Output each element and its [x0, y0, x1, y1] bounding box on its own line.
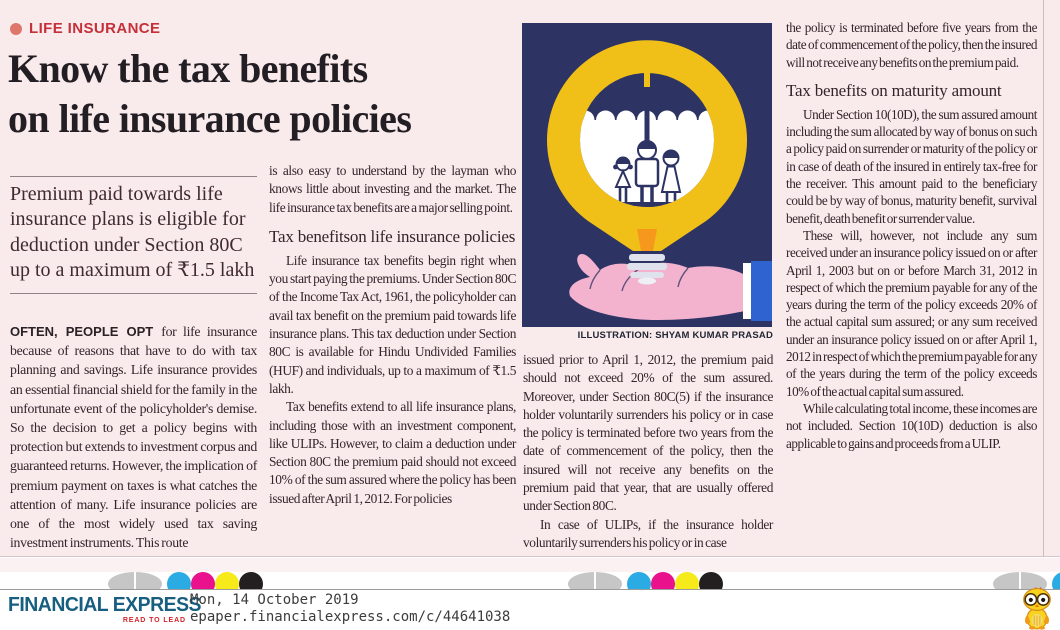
article-area: LIFE INSURANCE Know the tax benefits on … — [0, 0, 1060, 557]
kicker-bullet-dot-icon — [10, 22, 22, 35]
paragraph: Under Section 10(10D), the sum assured a… — [786, 106, 1037, 226]
bulb-filament — [637, 229, 657, 251]
paragraph: OFTEN, PEOPLE OPT for life insurance bec… — [10, 322, 257, 552]
financial-express-logo: FINANCIAL EXPRESS READ TO LEAD — [8, 594, 201, 624]
page-bottom-margin — [0, 558, 1060, 572]
lead-in-text: OFTEN, PEOPLE OPT — [10, 324, 162, 339]
umbrella-canopy-scene — [580, 87, 714, 207]
daughter-figure — [613, 156, 633, 204]
article-standfirst: Premium paid towards life insurance plan… — [10, 176, 257, 294]
body-column-1: OFTEN, PEOPLE OPT for life insurance bec… — [10, 322, 257, 552]
cyan-dot — [1052, 572, 1060, 589]
mother-figure — [660, 149, 682, 204]
umbrella-pole-tip — [644, 69, 650, 87]
headline-line-1: Know the tax benefits — [8, 46, 368, 91]
illustration-caption: ILLUSTRATION: SHYAM KUMAR PRASAD — [577, 330, 773, 341]
cmyk-registration-marks-icon — [993, 572, 1060, 589]
sleeve-cuff-stripe — [743, 263, 751, 319]
sleeve — [751, 261, 772, 321]
paragraph: the policy is terminated before five yea… — [786, 20, 1037, 70]
page-margin-rule — [1043, 0, 1044, 557]
cmyk-registration-marks-icon — [108, 572, 263, 589]
brand-tagline: READ TO LEAD — [122, 617, 186, 624]
gray-registration-mark — [993, 572, 1047, 589]
paragraph: is also easy to understand by the layman… — [269, 163, 516, 215]
epaper-url-link[interactable]: epaper.financialexpress.com/c/44641038 — [190, 609, 511, 625]
gray-registration-mark — [568, 572, 622, 589]
magenta-dot — [191, 572, 215, 589]
body-column-4: the policy is terminated before five yea… — [786, 19, 1037, 452]
footer-divider-line — [0, 589, 1060, 590]
paragraph: issued prior to April 1, 2012, the premi… — [523, 352, 773, 514]
crosshead-tax-benefits-maturity: Tax benefits on maturity amount — [786, 80, 1002, 100]
headline-line-2: on life insurance policies — [8, 96, 412, 141]
paragraph: Life insurance tax benefits begin right … — [269, 252, 516, 396]
article-headline: Know the tax benefits on life insurance … — [8, 44, 523, 144]
gray-registration-mark — [108, 572, 162, 589]
umbrella-pole — [644, 87, 650, 183]
cmyk-registration-marks-icon — [568, 572, 723, 589]
paragraph: While calculating total income, these in… — [786, 400, 1037, 451]
family-under-umbrella-in-lightbulb-on-hand-icon — [522, 23, 772, 327]
magenta-dot — [651, 572, 675, 589]
owl-mascot-icon — [1023, 587, 1051, 630]
section-kicker: LIFE INSURANCE — [10, 20, 160, 37]
cyan-dot — [167, 572, 191, 589]
body-column-3: issued prior to April 1, 2012, the premi… — [523, 351, 773, 552]
brand-wordmark: FINANCIAL EXPRESS — [8, 594, 201, 616]
kicker-label: LIFE INSURANCE — [29, 20, 161, 37]
open-hand — [569, 253, 749, 320]
crosshead-tax-benefits-policies: Tax benefitson life insurance policies — [269, 226, 516, 246]
father-figure — [634, 140, 660, 204]
body-column-2: is also easy to understand by the layman… — [269, 162, 516, 508]
paragraph: These will, however, not include any sum… — [786, 227, 1037, 399]
floor-line — [580, 202, 714, 207]
cyan-dot — [627, 572, 651, 589]
paragraph-text: for life insurance because of reasons th… — [10, 324, 257, 551]
black-dot — [239, 572, 263, 589]
black-dot — [699, 572, 723, 589]
yellow-dot — [675, 572, 699, 589]
publication-date: Mon, 14 October 2019 — [190, 592, 359, 608]
paragraph: In case of ULIPs, if the insurance holde… — [523, 516, 773, 550]
bulb-screw-base — [627, 254, 667, 285]
paragraph: Tax benefits extend to all life insuranc… — [269, 399, 516, 506]
yellow-dot — [215, 572, 239, 589]
